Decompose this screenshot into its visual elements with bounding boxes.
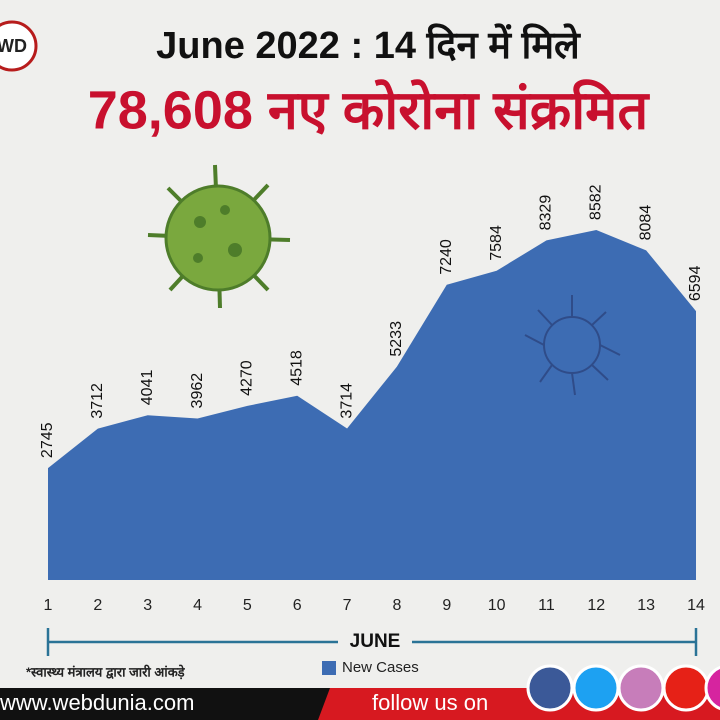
data-label: 3962 — [189, 373, 206, 409]
chart-subtitle: 78,608 नए कोरोना संक्रमित — [88, 78, 651, 140]
data-label: 4518 — [288, 350, 305, 386]
data-label: 7240 — [438, 239, 455, 275]
website: www.webdunia.com — [0, 690, 194, 715]
instagram-icon[interactable] — [704, 665, 720, 711]
data-label: 4270 — [239, 360, 256, 396]
x-tick-label: 13 — [637, 597, 655, 614]
note: *स्वास्थ्य मंत्रालय द्वारा जारी आंकड़े — [26, 664, 186, 679]
data-label: 8582 — [588, 184, 605, 220]
data-label: 3712 — [89, 383, 106, 419]
x-axis-bracket — [46, 628, 698, 656]
x-tick-label: 14 — [687, 597, 705, 614]
x-tick-label: 1 — [44, 597, 53, 614]
x-tick-label: 6 — [293, 597, 302, 614]
data-label: 2745 — [39, 422, 56, 458]
x-tick-label: 10 — [488, 597, 506, 614]
data-label: 4041 — [139, 370, 156, 406]
legend-swatch — [322, 661, 336, 675]
x-axis-label: JUNE — [350, 631, 401, 652]
twitter-icon[interactable] — [572, 664, 620, 712]
app-icon[interactable] — [617, 664, 665, 712]
data-label: 7584 — [488, 225, 505, 261]
data-label: 8084 — [637, 205, 654, 241]
data-label: 5233 — [388, 321, 405, 357]
data-label: 3714 — [338, 383, 355, 419]
x-tick-label: 8 — [392, 597, 401, 614]
logo-circle — [0, 20, 38, 72]
x-tick-label: 5 — [243, 597, 252, 614]
follow-text: follow us on — [372, 690, 488, 715]
data-label: 8329 — [538, 195, 555, 231]
logo: WD — [0, 36, 27, 56]
chart-title: June 2022 : 14 दिन में मिले — [156, 23, 581, 67]
x-tick-label: 9 — [442, 597, 451, 614]
facebook-icon[interactable] — [526, 664, 574, 712]
x-tick-label: 12 — [587, 597, 605, 614]
x-tick-label: 3 — [143, 597, 152, 614]
x-tick-label: 2 — [93, 597, 102, 614]
area — [48, 230, 696, 580]
data-label: 6594 — [687, 265, 704, 301]
legend-label: New Cases — [342, 659, 419, 676]
x-tick-label: 4 — [193, 597, 202, 614]
x-tick-label: 11 — [538, 597, 555, 614]
virus-illustration — [147, 164, 291, 309]
youtube-icon[interactable] — [662, 664, 710, 712]
x-tick-label: 7 — [343, 597, 352, 614]
virus-outline — [524, 295, 621, 396]
